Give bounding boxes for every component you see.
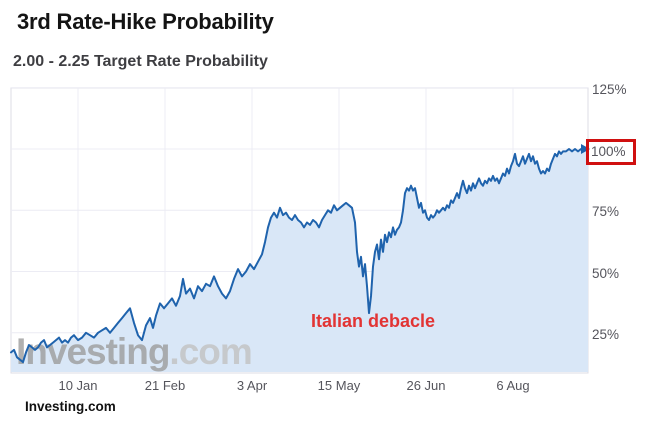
x-axis-label: 10 Jan xyxy=(58,378,98,393)
y-axis-label: 125% xyxy=(592,81,627,97)
watermark-suffix: .com xyxy=(169,331,252,372)
x-axis-label: 6 Aug xyxy=(496,378,530,393)
x-axis-label: 26 Jun xyxy=(406,378,446,393)
y-axis-label: 75% xyxy=(592,204,620,220)
y-axis-label-100: 100% xyxy=(591,144,626,159)
highlight-box-100-percent: 100% xyxy=(586,139,636,165)
source-text: Investing.com xyxy=(25,399,116,414)
x-axis-label: 15 May xyxy=(317,378,361,393)
chart-subtitle: 2.00 - 2.25 Target Rate Probability xyxy=(13,53,268,70)
x-axis-label: 21 Feb xyxy=(144,378,186,393)
page-title: 3rd Rate-Hike Probability xyxy=(17,9,274,34)
y-axis-label: 25% xyxy=(592,326,620,342)
annotation-italian-debacle: Italian debacle xyxy=(311,311,436,331)
y-axis-label: 50% xyxy=(592,265,620,281)
x-axis-label: 3 Apr xyxy=(236,378,268,393)
